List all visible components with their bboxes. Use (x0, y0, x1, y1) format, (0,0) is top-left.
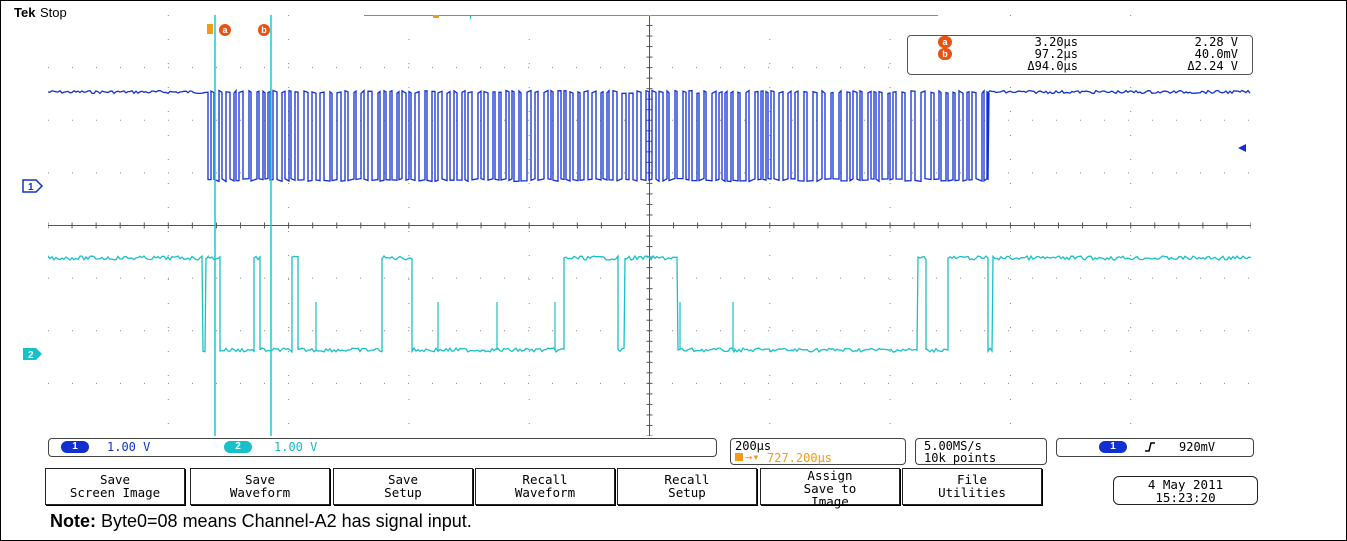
channel2-trace (48, 254, 1251, 354)
cursor-delta-time: Δ94.0µs (1027, 59, 1078, 73)
menu-label: Waveform (514, 485, 576, 500)
trigger-level-icon (1238, 144, 1246, 152)
cursor-b-time: 97.2µs (1034, 47, 1078, 61)
cursor-a-row: a 3.20µs 2.28 V (908, 36, 1252, 49)
trigger-position-marker (433, 15, 439, 18)
time-text: 15:23:20 (1155, 490, 1216, 505)
channel2-ground-marker[interactable]: 2 (22, 347, 44, 361)
menu-label: Save (387, 472, 419, 487)
rising-edge-icon (1145, 442, 1155, 452)
menu-label: Save (99, 472, 131, 487)
timebase-position-icon (735, 453, 743, 461)
cursor-a-top-marker[interactable] (207, 24, 213, 34)
note-text: Byte0=08 means Channel-A2 has signal inp… (96, 511, 472, 531)
cursor-b-volt: 40.0mV (1194, 47, 1238, 61)
cursor-delta-volt: Δ2.24 V (1187, 59, 1238, 73)
cursor-b-badge[interactable]: b (258, 24, 270, 36)
menu-label: Image (811, 494, 849, 509)
acquisition-status: Stop (40, 5, 67, 20)
menu-label: Save to (803, 481, 857, 496)
record-view-marker (470, 15, 471, 19)
menu-label: Recall (522, 472, 568, 487)
menu-label: Utilities (938, 485, 1006, 500)
recall-waveform-button[interactable]: Recall Waveform (475, 468, 615, 505)
channel2-pill[interactable]: 2 (224, 441, 252, 453)
menu-label: Setup (668, 485, 706, 500)
file-utilities-button[interactable]: File Utilities (902, 468, 1042, 505)
cursor-a-readout-badge: a (938, 36, 952, 48)
trigger-point-icon (648, 15, 652, 17)
save-waveform-button[interactable]: Save Waveform (190, 468, 330, 505)
channel2-scale[interactable]: 1.00 V (274, 440, 318, 454)
menu-label: Save (244, 472, 276, 487)
menu-label: Waveform (229, 485, 291, 500)
caption-note: Note: Byte0=08 means Channel-A2 has sign… (50, 511, 472, 532)
cursor-a-volt: 2.28 V (1194, 35, 1238, 49)
trigger-source-pill[interactable]: 1 (1099, 441, 1127, 453)
note-label: Note: (50, 511, 96, 531)
timebase-box[interactable]: 200µs →▾ 727.200µs (730, 438, 906, 465)
channel2-waveform (48, 254, 1251, 354)
cursor-a-time: 3.20µs (1034, 35, 1078, 49)
channel1-ground-marker[interactable]: 1 (22, 179, 44, 193)
trigger-level[interactable]: 920mV (1179, 440, 1216, 454)
channel1-scale[interactable]: 1.00 V (107, 440, 151, 454)
menu-label: File (956, 472, 988, 487)
channel1-marker-text: 1 (28, 182, 34, 193)
cursor-b-readout-badge: b (938, 48, 952, 60)
cursor-readout: a 3.20µs 2.28 V b 97.2µs 40.0mV Δ94.0µs … (907, 35, 1253, 75)
recall-setup-button[interactable]: Recall Setup (617, 468, 757, 505)
save-screen-image-button[interactable]: Save Screen Image (45, 468, 185, 505)
save-setup-button[interactable]: Save Setup (333, 468, 473, 505)
date-text: 4 May 2011 (1147, 477, 1224, 492)
channel1-trace (48, 88, 1251, 183)
waveform-display (48, 15, 1251, 436)
acquisition-box[interactable]: 5.00MS/s 10k points (915, 438, 1047, 465)
menu-label: Setup (384, 485, 422, 500)
datetime-box: 4 May 2011 15:23:20 (1113, 476, 1258, 505)
channel2-marker-text: 2 (28, 350, 34, 361)
timebase-scale[interactable]: 200µs (735, 439, 772, 453)
channel-scale-bar[interactable]: 1 1.00 V 2 1.00 V (48, 438, 717, 457)
trigger-box[interactable]: 1 920mV (1056, 438, 1254, 457)
cursor-b-row: b 97.2µs 40.0mV (908, 48, 1252, 61)
sample-rate[interactable]: 5.00MS/s (924, 439, 982, 453)
assign-save-button[interactable]: Assign Save to Image (760, 468, 900, 509)
timebase-position-arrow: →▾ (745, 450, 760, 464)
channel1-waveform (48, 88, 1251, 183)
menu-label: Assign (807, 468, 853, 483)
menu-label: Recall (664, 472, 710, 487)
cursor-delta-row: Δ94.0µs Δ2.24 V (908, 60, 1252, 73)
cursor-a-badge[interactable]: a (219, 24, 231, 36)
menu-label: Screen Image (69, 485, 161, 500)
graticule-grid (48, 15, 1251, 436)
record-length[interactable]: 10k points (924, 451, 997, 465)
channel1-pill[interactable]: 1 (61, 441, 89, 453)
tek-logo: Tek (14, 5, 36, 20)
timebase-position[interactable]: 727.200µs (767, 451, 833, 465)
